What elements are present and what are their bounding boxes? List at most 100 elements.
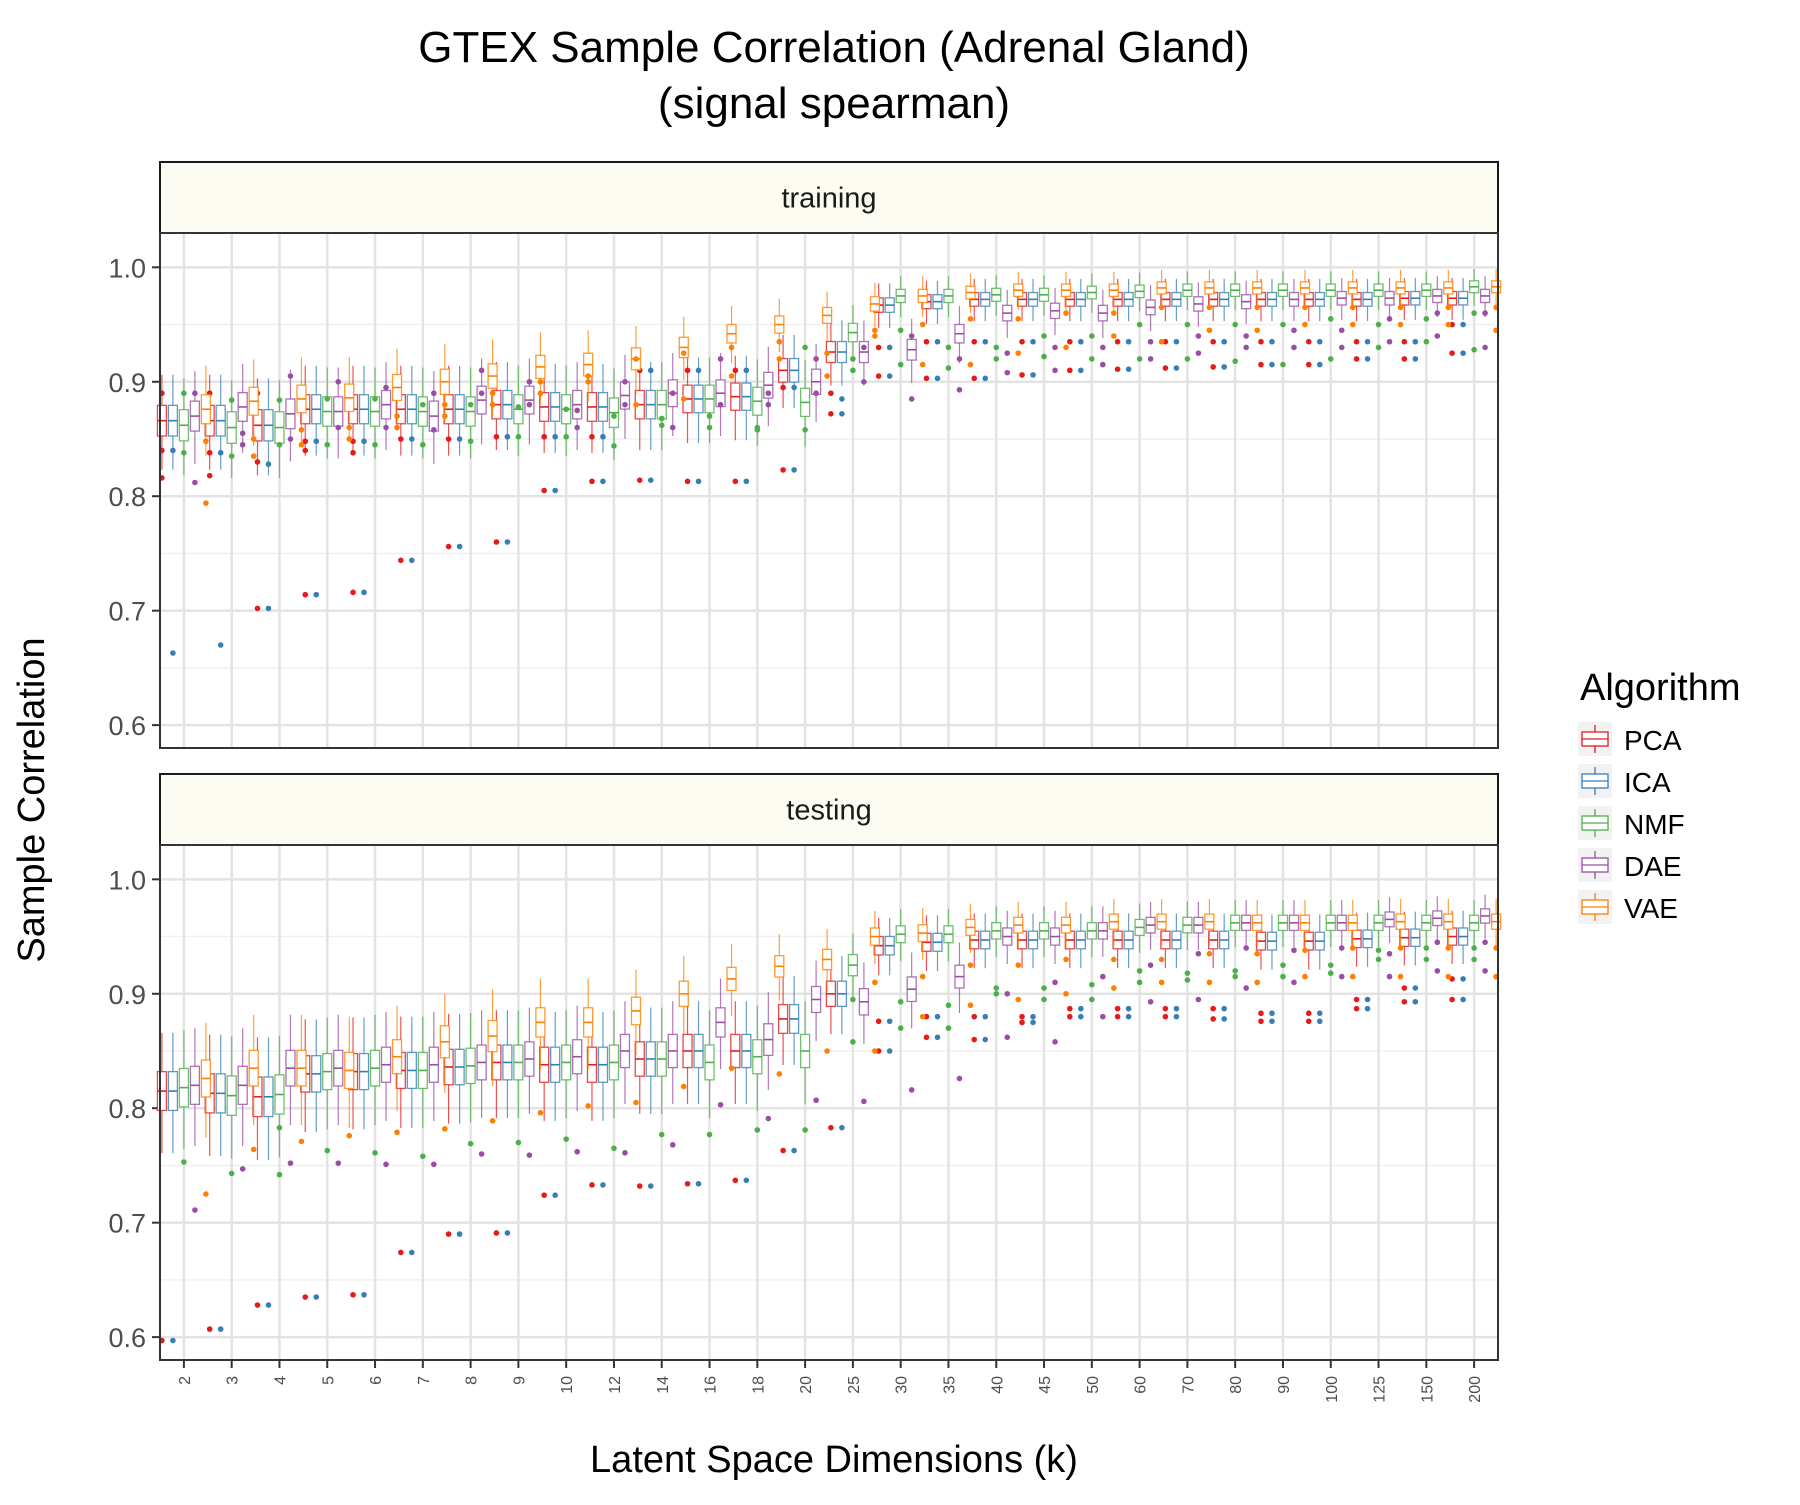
box-ICA-9 bbox=[502, 1010, 513, 1236]
outlier-point bbox=[1004, 1034, 1011, 1041]
box-VAE-50 bbox=[1108, 899, 1119, 991]
outlier-point bbox=[923, 338, 930, 345]
outlier-point bbox=[398, 1249, 404, 1256]
outlier-point bbox=[872, 1048, 878, 1054]
outlier-point bbox=[669, 1142, 676, 1148]
outlier-point bbox=[1125, 1005, 1132, 1012]
outlier-point bbox=[897, 998, 904, 1005]
outlier-point bbox=[695, 367, 702, 374]
outlier-point bbox=[302, 1294, 309, 1300]
outlier-point bbox=[456, 1231, 463, 1237]
outlier-point bbox=[1195, 950, 1202, 957]
outlier-point bbox=[1100, 361, 1106, 368]
x-tick-label: 45 bbox=[1037, 1376, 1054, 1394]
outlier-point bbox=[622, 1150, 628, 1156]
box-ICA-25 bbox=[836, 956, 848, 1131]
outlier-point bbox=[1004, 369, 1011, 376]
outlier-point bbox=[776, 338, 783, 345]
outlier-point bbox=[669, 390, 676, 397]
outlier-point bbox=[537, 1110, 544, 1116]
outlier-point bbox=[589, 433, 595, 440]
outlier-point bbox=[732, 1177, 739, 1184]
box-VAE-5 bbox=[344, 356, 355, 442]
box-ICA-2 bbox=[167, 1032, 179, 1344]
outlier-point bbox=[765, 1115, 772, 1122]
series-ICA bbox=[167, 278, 1469, 656]
outlier-point bbox=[1210, 1016, 1216, 1022]
box-DAE-150 bbox=[1432, 896, 1443, 974]
outlier-point bbox=[206, 1326, 213, 1332]
outlier-point bbox=[1423, 316, 1430, 322]
box-ICA-150 bbox=[1410, 911, 1421, 1005]
outlier-point bbox=[313, 1294, 320, 1300]
outlier-point bbox=[324, 1147, 331, 1154]
box-ICA-10 bbox=[550, 363, 561, 494]
outlier-point bbox=[585, 378, 591, 385]
box-NMF-100 bbox=[1325, 899, 1336, 976]
x-tick-label: 20 bbox=[798, 1376, 815, 1394]
outlier-point bbox=[1338, 973, 1345, 980]
outlier-point bbox=[1449, 996, 1455, 1003]
outlier-point bbox=[908, 333, 915, 339]
outlier-point bbox=[923, 375, 930, 382]
box-NMF-20 bbox=[799, 344, 811, 448]
outlier-point bbox=[1445, 973, 1452, 980]
outlier-point bbox=[1067, 367, 1073, 374]
box-VAE-60 bbox=[1156, 899, 1167, 986]
outlier-point bbox=[537, 390, 544, 397]
outlier-point bbox=[394, 424, 400, 431]
outlier-point bbox=[1041, 985, 1047, 991]
outlier-point bbox=[1280, 973, 1286, 980]
box-DAE-90 bbox=[1288, 278, 1300, 351]
outlier-point bbox=[239, 1166, 246, 1172]
box-NMF-16 bbox=[704, 1010, 715, 1138]
x-tick-label: 100 bbox=[1324, 1376, 1341, 1403]
outlier-point bbox=[442, 1126, 448, 1132]
x-tick-label: 4 bbox=[272, 1376, 289, 1385]
box-VAE-45 bbox=[1060, 901, 1072, 997]
outlier-point bbox=[897, 327, 904, 334]
box-ICA-30 bbox=[884, 918, 895, 1054]
outlier-point bbox=[372, 1150, 378, 1156]
box-VAE-70 bbox=[1204, 899, 1215, 986]
outlier-point bbox=[1397, 304, 1404, 311]
box-DAE-35 bbox=[954, 306, 965, 393]
outlier-point bbox=[206, 449, 213, 456]
outlier-point bbox=[1184, 970, 1191, 976]
outlier-point bbox=[717, 401, 724, 408]
outlier-point bbox=[934, 338, 941, 345]
outlier-point bbox=[732, 367, 739, 374]
outlier-point bbox=[1078, 1013, 1084, 1020]
box-NMF-6 bbox=[369, 1014, 381, 1156]
x-axis: 2 3 4 5 6 7 8 9 10 12 14 16 18 20 25 30 35 40 45 50 60 70 80 90… bbox=[177, 1360, 1484, 1403]
panel-strip bbox=[159, 773, 1499, 846]
outlier-point bbox=[192, 1207, 198, 1213]
outlier-point bbox=[813, 1097, 819, 1104]
box-NMF-80 bbox=[1230, 271, 1241, 364]
box-PCA-25 bbox=[825, 320, 837, 417]
series-VAE bbox=[200, 268, 1502, 506]
outlier-point bbox=[1221, 1005, 1227, 1012]
outlier-point bbox=[1100, 973, 1106, 980]
outlier-point bbox=[908, 396, 915, 402]
box-ICA-40 bbox=[980, 278, 991, 382]
x-tick-label: 9 bbox=[511, 1376, 528, 1385]
box-VAE-35 bbox=[965, 903, 976, 1009]
outlier-point bbox=[1041, 333, 1047, 339]
panel-border bbox=[159, 232, 1499, 749]
outlier-point bbox=[1353, 338, 1360, 345]
outlier-point bbox=[1258, 1010, 1264, 1017]
box-VAE-3 bbox=[248, 1014, 259, 1153]
outlier-point bbox=[776, 1071, 783, 1077]
box-ICA-80 bbox=[1219, 913, 1230, 1022]
outlier-point bbox=[563, 433, 569, 440]
box-DAE-70 bbox=[1193, 901, 1204, 1003]
outlier-point bbox=[409, 557, 415, 564]
outlier-point bbox=[1316, 1010, 1323, 1017]
box-VAE-10 bbox=[583, 978, 594, 1109]
box-NMF-4 bbox=[274, 380, 285, 479]
outlier-point bbox=[1386, 316, 1393, 322]
box-DAE-14 bbox=[667, 1001, 678, 1148]
outlier-point bbox=[335, 424, 342, 431]
